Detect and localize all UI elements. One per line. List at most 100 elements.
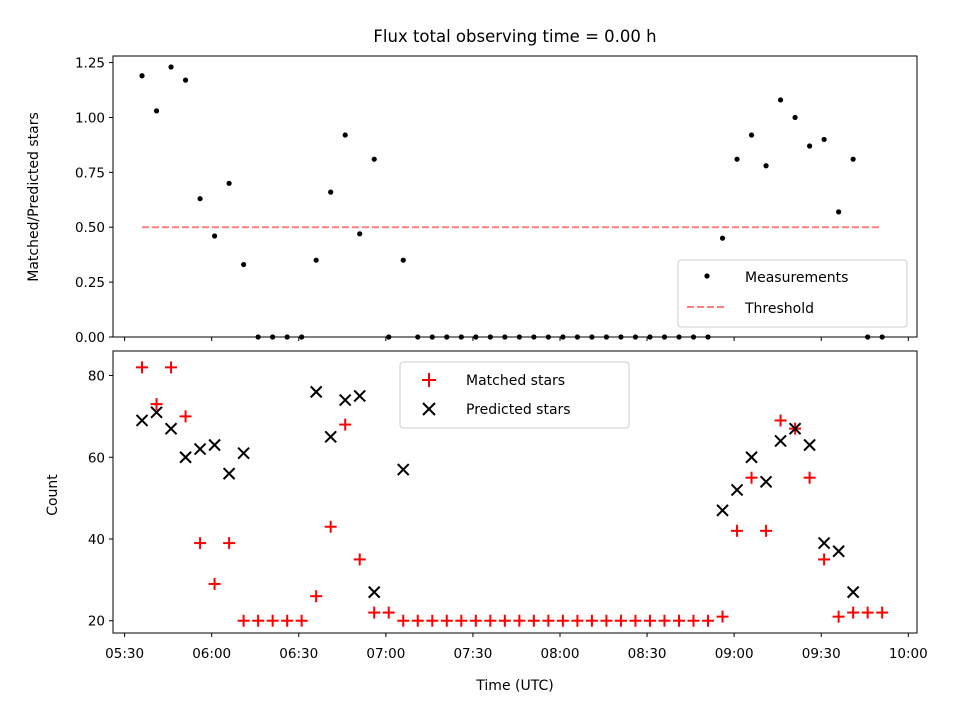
bottom-ytick-label: 20 xyxy=(88,614,105,630)
bottom-legend-box xyxy=(399,361,630,429)
measurement-point xyxy=(357,231,363,237)
matched-star-point xyxy=(716,610,729,623)
measurement-point xyxy=(647,334,653,340)
measurement-point xyxy=(690,334,697,340)
bottom-y-axis-label: Count xyxy=(45,474,61,516)
legend-measurements-label: Measurements xyxy=(745,270,848,286)
measurement-point xyxy=(400,257,406,263)
bottom-xtick-label: 10:00 xyxy=(889,646,928,662)
matched-star-point xyxy=(643,614,656,627)
top-y-axis: 0.00 0.25 0.50 0.75 1.00 1.25 xyxy=(75,56,113,346)
measurement-point xyxy=(661,334,668,340)
matched-star-point xyxy=(614,614,627,627)
matched-star-point xyxy=(223,537,236,550)
legend-predicted-marker xyxy=(422,402,436,416)
bottom-x-axis: 05:30 06:00 06:30 07:00 07:30 08:00 08:30 09:00… xyxy=(105,633,928,662)
matched-star-point xyxy=(368,606,381,619)
predicted-star-point xyxy=(846,585,860,599)
measurement-point xyxy=(850,156,856,162)
matched-star-point xyxy=(165,361,178,374)
matched-star-point xyxy=(803,471,816,484)
top-legend-box xyxy=(677,259,908,328)
top-ytick-label: 0.50 xyxy=(75,220,105,236)
top-ytick-label: 1.25 xyxy=(75,56,105,72)
bottom-plot-frame xyxy=(112,350,918,634)
matched-star-point xyxy=(629,614,642,627)
measurement-point xyxy=(734,156,740,162)
predicted-star-point xyxy=(208,438,221,452)
measurement-point xyxy=(560,334,566,340)
top-ytick-label: 0.75 xyxy=(75,165,105,181)
measurement-point xyxy=(139,73,145,79)
measurement-point xyxy=(574,334,581,340)
measurement-point xyxy=(603,334,610,340)
measurement-point xyxy=(444,334,450,340)
predicted-star-point xyxy=(716,504,729,517)
matched-star-point xyxy=(208,577,221,590)
matched-star-point xyxy=(702,614,715,627)
matched-star-point xyxy=(498,614,511,627)
top-ytick-label: 0.00 xyxy=(75,330,105,346)
measurement-point xyxy=(676,334,682,340)
bottom-ytick-label: 80 xyxy=(88,369,105,385)
matched-star-point xyxy=(179,410,192,423)
matched-star-point xyxy=(832,610,845,623)
measurement-point xyxy=(807,143,813,149)
matched-star-point xyxy=(731,524,744,537)
measurement-point xyxy=(255,334,261,340)
measurement-point xyxy=(705,334,711,340)
bottom-legend: Matched stars Predicted stars xyxy=(399,361,630,429)
matched-star-point xyxy=(281,614,294,627)
matched-star-point xyxy=(353,553,366,566)
measurement-point xyxy=(342,132,348,138)
measurement-point xyxy=(618,334,624,340)
measurement-point xyxy=(211,233,218,239)
top-chart-title: Flux total observing time = 0.00 h xyxy=(373,27,656,46)
matched-star-point xyxy=(745,471,758,484)
predicted-star-point xyxy=(193,442,207,456)
matched-star-point xyxy=(295,614,308,627)
legend-matched-label: Matched stars xyxy=(466,373,565,389)
measurement-point xyxy=(270,334,276,340)
predicted-star-point xyxy=(397,463,410,476)
bottom-xtick-label: 06:30 xyxy=(279,646,318,662)
measurement-point xyxy=(632,334,639,340)
bottom-xtick-label: 09:00 xyxy=(715,646,754,662)
legend-threshold-label: Threshold xyxy=(744,301,814,317)
predicted-star-point xyxy=(730,483,744,497)
matched-star-point xyxy=(672,614,685,627)
measurement-point xyxy=(299,334,305,340)
matched-star-point xyxy=(411,614,424,627)
predicted-star-point xyxy=(832,545,845,558)
matched-star-point xyxy=(252,614,265,627)
matched-star-point xyxy=(861,606,874,619)
measurement-point xyxy=(865,334,871,340)
matched-star-point xyxy=(600,614,613,627)
matched-star-point xyxy=(426,614,439,627)
predicted-star-point xyxy=(150,406,163,419)
measurement-point xyxy=(226,180,232,186)
measurement-point xyxy=(313,257,319,263)
measurement-point xyxy=(415,334,421,340)
predicted-star-point xyxy=(817,536,831,550)
matched-star-point xyxy=(585,614,598,627)
predicted-star-point xyxy=(164,422,178,435)
measurement-point xyxy=(386,334,392,340)
predicted-star-point xyxy=(338,393,352,407)
measurement-point xyxy=(748,132,755,138)
predicted-star-point xyxy=(237,446,250,460)
matched-star-point xyxy=(774,414,787,427)
measurement-point xyxy=(777,97,784,103)
measurement-point xyxy=(516,334,522,340)
measurement-point xyxy=(473,334,479,340)
predicted-star-point xyxy=(135,414,149,427)
measurement-point xyxy=(429,334,435,340)
bottom-xtick-label: 08:00 xyxy=(541,646,580,662)
bottom-xtick-label: 08:30 xyxy=(628,646,667,662)
measurement-point xyxy=(328,189,334,195)
bottom-ytick-label: 60 xyxy=(88,450,105,466)
measurement-point xyxy=(792,114,798,121)
bottom-xtick-label: 07:00 xyxy=(366,646,405,662)
predicted-star-point xyxy=(774,434,787,448)
predicted-star-point xyxy=(745,451,758,464)
